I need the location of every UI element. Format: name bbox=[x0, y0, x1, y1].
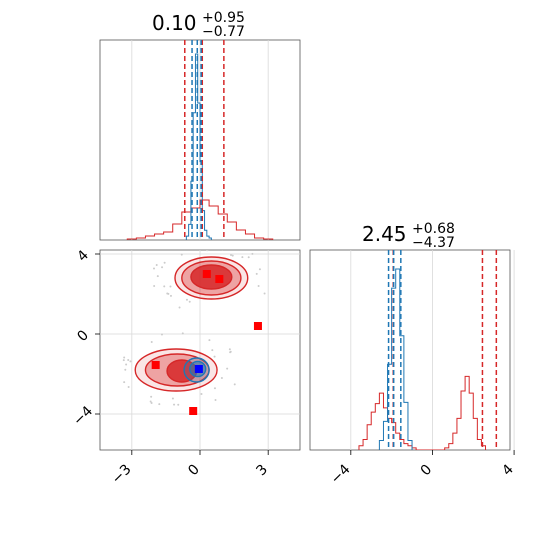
panel-bottom-right-frame bbox=[309, 249, 511, 451]
y-tick-label-bottom-left: −4 bbox=[70, 403, 96, 429]
red-square-marker bbox=[215, 275, 224, 283]
scatter-point bbox=[221, 250, 223, 251]
scatter-point bbox=[153, 284, 156, 287]
scatter-point bbox=[257, 285, 260, 288]
scatter-point bbox=[129, 360, 132, 363]
scatter-point bbox=[161, 266, 164, 269]
blue-hist-top-left bbox=[185, 53, 212, 240]
scatter-point bbox=[173, 403, 176, 406]
scatter-point bbox=[213, 387, 216, 390]
scatter-point bbox=[247, 256, 250, 259]
scatter-point bbox=[180, 253, 183, 256]
scatter-point bbox=[150, 395, 153, 398]
scatter-point bbox=[163, 285, 166, 288]
scatter-point bbox=[258, 268, 261, 271]
scatter-point bbox=[185, 298, 188, 301]
x-tick-label-bottom-right: −4 bbox=[328, 461, 354, 487]
x-tick-label-bottom-right: 4 bbox=[499, 461, 517, 479]
scatter-point bbox=[229, 350, 232, 353]
scatter-point bbox=[240, 245, 242, 247]
scatter-point bbox=[181, 332, 184, 335]
blue-hist-bottom-right bbox=[378, 268, 413, 450]
scatter-point bbox=[263, 292, 266, 295]
scatter-point bbox=[211, 349, 214, 352]
scatter-point bbox=[169, 294, 172, 297]
scatter-point bbox=[251, 252, 254, 255]
scatter-point bbox=[208, 339, 211, 342]
scatter-point bbox=[203, 243, 205, 245]
scatter-point bbox=[233, 383, 236, 386]
scatter-point bbox=[156, 275, 159, 278]
scatter-point bbox=[124, 368, 127, 371]
title-bottom-right-minus: −4.37 bbox=[412, 235, 455, 251]
x-tick-label-bottom-left: 0 bbox=[185, 462, 203, 480]
x-tick-label-bottom-left: −3 bbox=[109, 462, 135, 488]
scatter-point bbox=[166, 292, 169, 295]
scatter-point bbox=[127, 359, 130, 362]
scatter-point bbox=[255, 272, 258, 275]
scatter-point bbox=[204, 241, 206, 243]
scatter-point bbox=[160, 333, 163, 336]
scatter-point bbox=[177, 403, 180, 406]
bottom-right-histogram bbox=[358, 250, 498, 450]
scatter-point bbox=[149, 400, 152, 403]
scatter-point bbox=[155, 264, 158, 267]
scatter-point bbox=[213, 355, 216, 358]
y-tick-label-bottom-left: 0 bbox=[74, 327, 92, 345]
scatter-point bbox=[241, 256, 244, 259]
top-left-histogram bbox=[126, 40, 274, 240]
red-square-marker bbox=[202, 270, 211, 278]
scatter-point bbox=[226, 367, 229, 370]
x-tick-label-bottom-left: 3 bbox=[253, 462, 271, 480]
scatter-point bbox=[228, 348, 231, 351]
scatter-point bbox=[125, 363, 128, 366]
title-top-left-plus: +0.95 bbox=[202, 10, 245, 26]
scatter-point bbox=[171, 397, 174, 400]
scatter-point bbox=[169, 285, 172, 288]
red-hist-top-left bbox=[126, 199, 274, 240]
title-bottom-right: 2.45 bbox=[362, 222, 407, 246]
scatter-point bbox=[123, 381, 126, 384]
title-bottom-right-plus: +0.68 bbox=[412, 221, 455, 237]
y-tick-label-bottom-left: 4 bbox=[74, 247, 92, 265]
scatter-point bbox=[215, 242, 217, 244]
scatter-point bbox=[127, 386, 130, 389]
scatter-point bbox=[188, 300, 191, 303]
bottom-left-scatter bbox=[122, 241, 266, 415]
scatter-point bbox=[158, 403, 161, 406]
red-square-marker bbox=[189, 407, 198, 415]
scatter-point bbox=[206, 250, 209, 252]
scatter-point bbox=[200, 392, 203, 395]
scatter-point bbox=[152, 267, 155, 270]
scatter-point bbox=[150, 401, 153, 404]
scatter-point bbox=[122, 359, 125, 362]
title-top-left: 0.10 bbox=[152, 11, 197, 35]
red-square-marker bbox=[253, 322, 262, 330]
blue-square-marker bbox=[194, 365, 203, 373]
scatter-point bbox=[214, 399, 217, 402]
scatter-point bbox=[163, 261, 166, 264]
scatter-point bbox=[150, 340, 153, 343]
scatter-point bbox=[123, 356, 126, 359]
scatter-point bbox=[220, 377, 223, 380]
title-top-left-minus: −0.77 bbox=[202, 24, 245, 40]
red-hist-bottom-right bbox=[358, 375, 487, 450]
red-square-marker bbox=[151, 361, 160, 369]
scatter-point bbox=[230, 253, 233, 256]
red-contour bbox=[190, 264, 233, 290]
x-tick-label-bottom-right: 0 bbox=[418, 462, 436, 480]
scatter-point bbox=[178, 306, 181, 309]
scatter-point bbox=[231, 254, 234, 257]
